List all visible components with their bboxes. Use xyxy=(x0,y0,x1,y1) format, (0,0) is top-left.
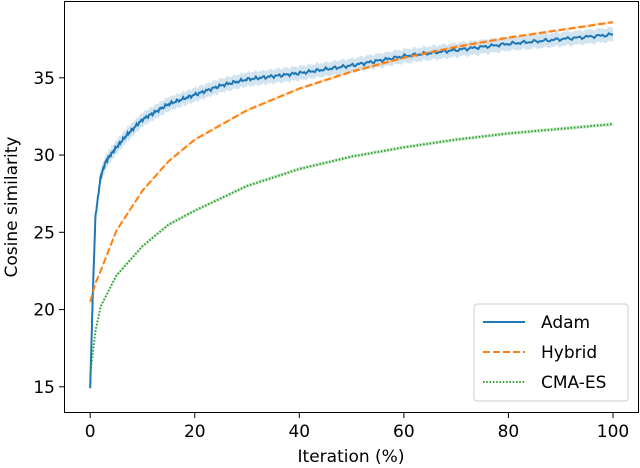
series-lines xyxy=(89,21,614,389)
legend-box xyxy=(473,303,629,402)
legend: Adam Hybrid CMA-ES xyxy=(473,303,629,402)
x-tick-label: 40 xyxy=(288,422,310,442)
plot-frame xyxy=(64,1,639,413)
x-axis-label: Iteration (%) xyxy=(298,447,405,467)
series-line-hybrid xyxy=(89,21,614,303)
legend-label: Adam xyxy=(541,313,590,333)
x-tick-label: 80 xyxy=(498,422,520,442)
series-line-cma-es xyxy=(89,123,614,375)
y-tick-label: 15 xyxy=(33,378,55,398)
x-axis: 0 20 40 60 80 100 xyxy=(85,413,629,442)
y-tick-label: 35 xyxy=(33,69,55,89)
y-tick-label: 25 xyxy=(33,223,55,243)
x-tick-label: 20 xyxy=(184,422,206,442)
x-tick-label: 0 xyxy=(85,422,96,442)
legend-label: Hybrid xyxy=(541,343,597,363)
y-tick-label: 20 xyxy=(33,301,55,321)
y-axis: 15 20 25 30 35 xyxy=(33,69,65,398)
series-line-adam xyxy=(89,32,614,389)
x-tick-label: 60 xyxy=(393,422,415,442)
y-axis-label: Cosine similarity xyxy=(2,137,22,278)
legend-label: CMA-ES xyxy=(541,373,606,393)
y-tick-label: 30 xyxy=(33,146,55,166)
x-tick-label: 100 xyxy=(597,422,629,442)
